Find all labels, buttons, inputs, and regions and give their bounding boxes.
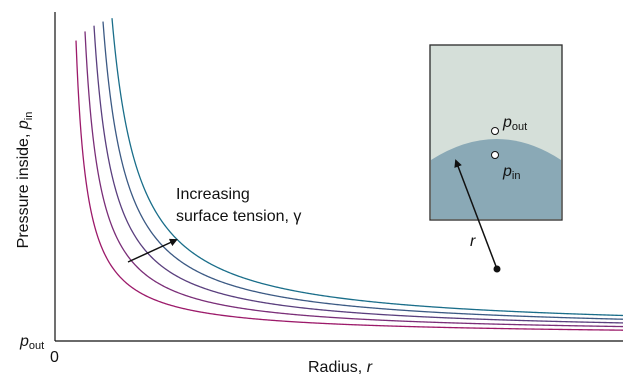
out-subscript: out <box>512 121 527 133</box>
baseline-subscript: out <box>29 340 44 352</box>
pressure-curve <box>93 25 623 324</box>
radius-arrow <box>454 159 498 270</box>
in-subscript: in <box>512 170 521 182</box>
y-label-subscript: in <box>23 112 35 121</box>
y-axis-label: Pressure inside, pin <box>15 112 35 249</box>
inside-label: pin <box>502 163 520 182</box>
pressure-curve <box>102 21 623 320</box>
outside-label: pout <box>502 114 527 133</box>
curves <box>75 18 623 331</box>
center-dot <box>493 265 501 273</box>
x-label-text: Radius, <box>308 359 367 376</box>
baseline-symbol: p <box>19 333 29 350</box>
point-out <box>491 127 499 135</box>
pressure-curve <box>111 18 623 317</box>
tension-arrow <box>127 238 178 263</box>
inset-border <box>429 44 563 221</box>
y-label-text: Pressure inside, <box>15 129 32 248</box>
baseline-label: pout <box>19 333 44 352</box>
pressure-curve <box>75 40 623 331</box>
x-axis-label: Radius, r <box>308 359 373 376</box>
x-label-symbol: r <box>367 359 373 376</box>
annotation-line: Increasing <box>176 186 250 203</box>
annotation-line: surface tension, γ <box>176 208 301 225</box>
origin-label: 0 <box>50 349 59 366</box>
inset: pout pin r <box>429 44 563 273</box>
pressure-curve <box>84 31 623 328</box>
out-symbol: p <box>502 114 512 131</box>
y-label-symbol: p <box>15 120 32 130</box>
point-in <box>491 151 499 159</box>
radius-label: r <box>470 233 476 250</box>
liquid <box>431 139 561 219</box>
in-symbol: p <box>502 163 512 180</box>
